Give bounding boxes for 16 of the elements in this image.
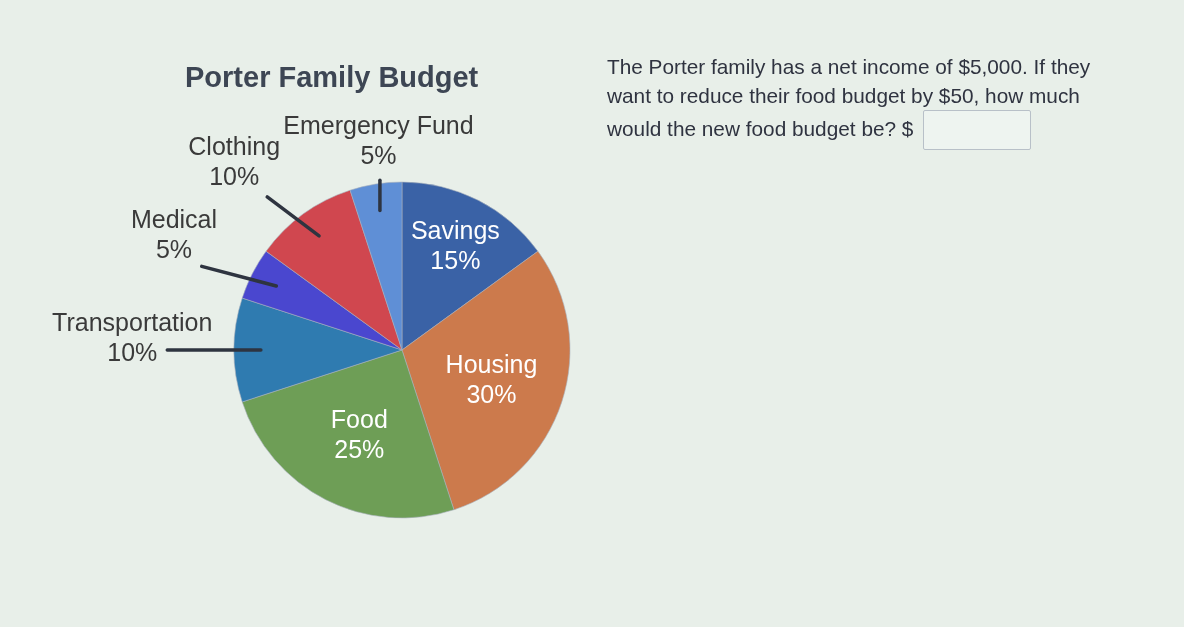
- text: The Porter family has a net income of $5,000. If they want to reduce their food budget by $50, how much would the new food budget be? $: [607, 55, 1091, 140]
- slice-label: Transportation: [52, 308, 213, 337]
- slice-label: Food: [330, 404, 388, 433]
- slice-label: Housing: [445, 350, 538, 379]
- slice-label: Clothing: [188, 131, 281, 160]
- slice-label: Emergency Fund: [283, 111, 474, 140]
- data-label: 10%: [107, 338, 158, 367]
- data-label: 15%: [430, 246, 481, 275]
- data-label: 5%: [155, 234, 193, 263]
- data-label: 30%: [466, 380, 517, 409]
- slice-label: Savings: [410, 216, 500, 245]
- data-label: 25%: [334, 434, 385, 463]
- data-label: 10%: [209, 161, 260, 190]
- slice-label: Medical: [130, 204, 218, 233]
- chart-title: Porter Family Budget: [185, 60, 479, 93]
- data-label: 5%: [360, 141, 397, 170]
